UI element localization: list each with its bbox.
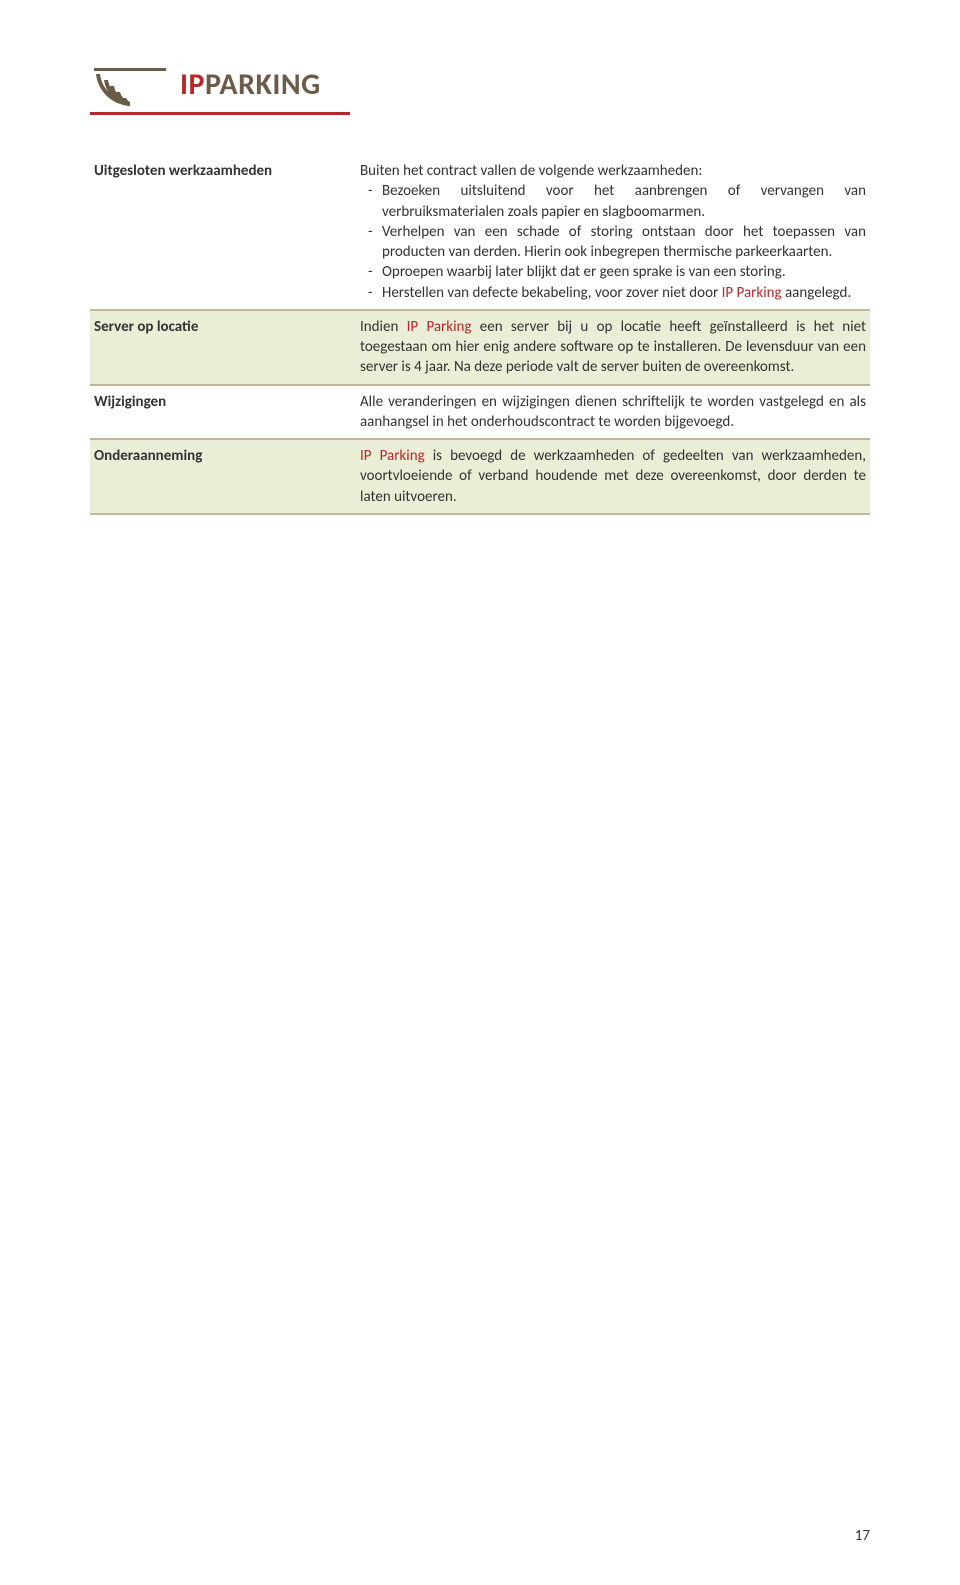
bullet-text: Herstellen van defecte bekabeling, voor … [382,283,866,303]
row-intro: Buiten het contract vallen de volgende w… [360,161,866,181]
row-content: Buiten het contract vallen de volgende w… [350,155,870,309]
brand-name: IP Parking [407,318,472,336]
brand-name: IP Parking [722,284,782,302]
table-row: Onderaanneming IP Parking is bevoegd de … [90,440,870,515]
bullet-icon: - [360,222,382,242]
row-content: IP Parking is bevoegd de werkzaamheden o… [350,440,870,513]
row-label: Uitgesloten werkzaamheden [90,155,350,309]
list-item: - Oproepen waarbij later blijkt dat er g… [360,262,866,282]
list-item: - Verhelpen van een schade of storing on… [360,222,866,263]
list-item: - Bezoeken uitsluitend voor het aanbreng… [360,181,866,222]
bullet-list: - Bezoeken uitsluitend voor het aanbreng… [360,181,866,303]
bullet-icon: - [360,262,382,282]
logo: IPPARKING [90,60,870,108]
bullet-text: Verhelpen van een schade of storing onts… [382,222,866,263]
document-page: IPPARKING Uitgesloten werkzaamheden Buit… [0,0,960,1585]
table-row: Server op locatie Indien IP Parking een … [90,311,870,386]
table-row: Uitgesloten werkzaamheden Buiten het con… [90,155,870,311]
list-item: - Herstellen van defecte bekabeling, voo… [360,283,866,303]
table-row: Wijzigingen Alle veranderingen en wijzig… [90,386,870,441]
bullet-icon: - [360,283,382,303]
bullet-icon: - [360,181,382,201]
logo-text: IPPARKING [180,66,321,103]
logo-underline [90,112,350,115]
bullet-text: Bezoeken uitsluitend voor het aanbrengen… [382,181,866,222]
globe-icon [90,60,170,108]
row-content: Indien IP Parking een server bij u op lo… [350,311,870,384]
logo-text-ip: IP [180,66,205,103]
row-label: Wijzigingen [90,386,350,439]
row-content: Alle veranderingen en wijzigingen dienen… [350,386,870,439]
brand-name: IP Parking [360,447,425,465]
logo-text-parking: PARKING [205,66,321,103]
page-number: 17 [855,1527,870,1545]
row-label: Server op locatie [90,311,350,384]
row-label: Onderaanneming [90,440,350,513]
definitions-table: Uitgesloten werkzaamheden Buiten het con… [90,155,870,515]
logo-area: IPPARKING [90,60,870,115]
bullet-text: Oproepen waarbij later blijkt dat er gee… [382,262,866,282]
